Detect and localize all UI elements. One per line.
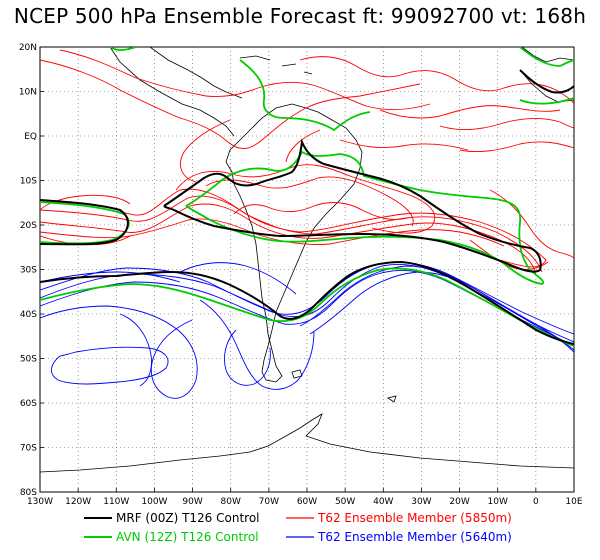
lon-tick-label: 40W: [373, 497, 393, 507]
red-member-12: [339, 105, 561, 151]
lon-tick-label: 90W: [182, 497, 202, 507]
lat-tick-label: 20N: [19, 43, 37, 53]
lon-tick-label: 60W: [297, 497, 317, 507]
lat-tick-label: EQ: [24, 132, 37, 142]
mrf-5850-main: [163, 138, 542, 273]
lon-tick-label: 120W: [65, 497, 91, 507]
lon-tick-label: 0: [533, 497, 539, 507]
lon-tick-label: 10W: [488, 497, 508, 507]
red-member-10: [299, 56, 574, 105]
lon-tick-label: 20W: [449, 497, 469, 507]
legend-label-red: T62 Ensemble Member (5850m): [317, 511, 512, 525]
red-member-15: [233, 202, 409, 221]
mrf-control-contours: [40, 69, 574, 345]
legend-label-avn: AVN (12Z) T126 Control: [116, 530, 259, 544]
red-member-7: [205, 176, 414, 227]
mrf-north-contour: [519, 69, 574, 94]
caribbean-islands: [239, 55, 313, 75]
lat-tick-label: 10S: [20, 177, 37, 187]
lat-tick-label: 40S: [20, 310, 37, 320]
antarctica-coast: [40, 413, 574, 473]
lon-tick-label: 130W: [27, 497, 53, 507]
mrf-5850-west: [40, 199, 129, 246]
lat-lon-grid: [40, 47, 574, 492]
avn-5640-contour: [40, 267, 574, 347]
longitude-tick-labels: 130W 120W 110W 100W 90W 80W 70W 60W 50W 40W 30W 20W…: [27, 488, 583, 507]
lon-tick-label: 70W: [259, 497, 279, 507]
lat-tick-label: 60S: [20, 399, 37, 409]
lon-tick-label: 110W: [103, 497, 129, 507]
legend: MRF (00Z) T126 Control AVN (12Z) T126 Co…: [84, 511, 512, 544]
blue-member-10: [179, 262, 297, 295]
lon-tick-label: 30W: [411, 497, 431, 507]
south-georgia: [387, 395, 397, 403]
lon-tick-label: 50W: [335, 497, 355, 507]
blue-member-5: [51, 346, 169, 385]
blue-member-11: [40, 271, 181, 283]
blue-member-12: [119, 313, 152, 387]
legend-label-mrf: MRF (00Z) T126 Control: [116, 511, 260, 525]
lon-tick-label: 100W: [141, 497, 167, 507]
blue-member-7: [224, 329, 271, 386]
blue-member-6: [199, 299, 315, 390]
avn-north-contour: [109, 47, 574, 132]
south-america-coast: [225, 103, 363, 383]
blue-member-4: [40, 305, 198, 399]
lat-tick-label: 20S: [20, 221, 37, 231]
lon-tick-label: 10E: [565, 497, 582, 507]
map-title: NCEP 500 hPa Ensemble Forecast ft: 99092…: [13, 4, 587, 28]
lat-tick-label: 70S: [20, 444, 37, 454]
red-member-13: [180, 119, 321, 183]
coastlines: [40, 47, 574, 473]
legend-label-blue: T62 Ensemble Member (5640m): [317, 530, 512, 544]
latitude-tick-labels: 20N 10N EQ 10S 20S 30S 40S 50S 60S 70S 80S: [19, 43, 44, 498]
red-member-8: [40, 59, 421, 149]
lat-tick-label: 50S: [20, 355, 37, 365]
red-member-9: [59, 49, 431, 111]
lat-tick-label: 10N: [19, 88, 37, 98]
red-member-1: [40, 188, 547, 268]
lon-tick-label: 80W: [221, 497, 241, 507]
mrf-5640-contour: [40, 260, 574, 345]
lat-tick-label: 30S: [20, 266, 37, 276]
blue-member-3: [40, 262, 574, 335]
blue-ensemble-contours: [40, 262, 574, 399]
lat-tick-label: 80S: [20, 488, 37, 498]
red-member-11: [439, 117, 574, 153]
falkland-islands: [291, 369, 303, 379]
